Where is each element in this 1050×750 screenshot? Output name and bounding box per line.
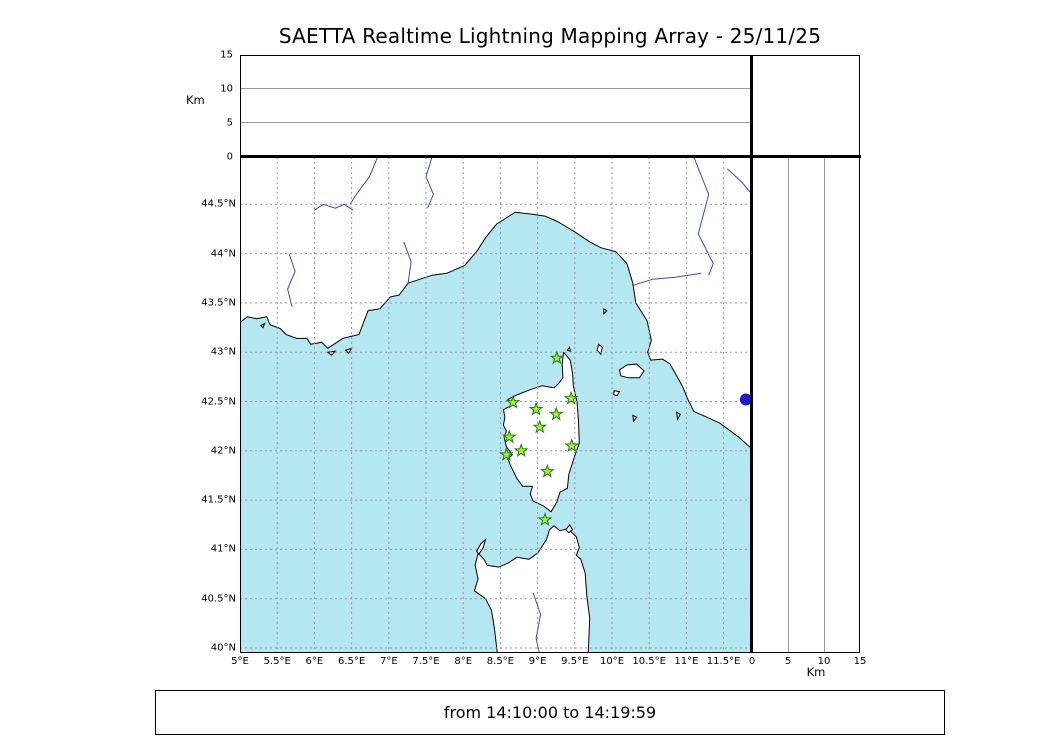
altitude-tick-label: 5	[784, 656, 792, 667]
lon-tick-label: 9°E	[528, 656, 547, 667]
island	[612, 390, 621, 397]
station-star-marker	[505, 394, 521, 409]
lon-tick-label: 10.5°E	[632, 656, 666, 667]
panel-separator-vertical	[750, 55, 753, 653]
river	[726, 168, 751, 193]
landmass-corsica	[502, 351, 580, 513]
station-star-marker	[539, 463, 555, 478]
lon-tick-label: 11°E	[674, 656, 699, 667]
river	[403, 241, 412, 284]
lon-tick-label: 7°E	[379, 656, 398, 667]
altitude-tick-label: 10	[817, 656, 831, 667]
lon-tick-label: 7.5°E	[412, 656, 440, 667]
station-star-marker	[499, 447, 514, 461]
landmass-mainland	[240, 157, 752, 450]
station-star-marker	[532, 419, 548, 434]
island	[603, 307, 608, 315]
island	[632, 414, 638, 423]
river	[693, 157, 714, 276]
page-title: SAETTA Realtime Lightning Mapping Array …	[278, 24, 822, 48]
lon-tick-label: 10°E	[599, 656, 625, 667]
station-star-marker	[537, 512, 553, 527]
lat-tick-label: 40.5°N	[201, 593, 236, 605]
island	[344, 347, 353, 355]
lat-tick-label: 44.5°N	[201, 198, 236, 210]
lon-tick-label: 5°E	[231, 656, 249, 667]
lat-tick-label: 42°N	[210, 445, 236, 457]
station-star-marker	[549, 350, 565, 365]
altitude-axis-label-top: Km	[186, 93, 205, 107]
lat-tick-label: 43.5°N	[201, 297, 236, 309]
panel-separator-horizontal	[240, 155, 861, 158]
lon-tick-label: 6.5°E	[337, 656, 366, 667]
island	[676, 411, 682, 421]
altitude-tick-label: 0	[226, 151, 233, 163]
river	[425, 157, 434, 209]
lon-tick-label: 5.5°E	[263, 656, 291, 667]
island	[476, 537, 487, 556]
altitude-gridline	[241, 88, 751, 90]
time-range-text: from 14:10:00 to 14:19:59	[443, 703, 657, 722]
river	[349, 157, 379, 205]
river	[532, 592, 542, 653]
island	[618, 363, 645, 379]
altitude-gridline	[823, 158, 825, 652]
river	[314, 203, 354, 211]
altitude-gridline	[788, 158, 790, 652]
map-panel	[240, 157, 752, 653]
station-star-marker	[564, 438, 580, 453]
island	[566, 346, 571, 352]
lon-tick-label: 9.5°E	[561, 656, 589, 667]
lat-tick-label: 41°N	[210, 543, 236, 555]
island	[259, 322, 266, 329]
altitude-histogram-panel	[752, 55, 860, 157]
lon-tick-label: 11.5°E	[706, 656, 741, 667]
lon-tick-label: 8°E	[454, 656, 473, 667]
altitude-tick-label: 0	[748, 656, 756, 667]
lon-tick-label: 6°E	[305, 656, 324, 667]
lat-tick-label: 40°N	[210, 642, 236, 654]
altitude-axis-label-right: Km	[806, 665, 826, 679]
river	[633, 272, 702, 286]
station-star-marker	[548, 406, 564, 421]
lat-tick-label: 43°N	[210, 346, 236, 358]
altitude-longitude-panel	[240, 55, 752, 157]
lon-tick-label: 8.5°E	[486, 656, 515, 667]
lat-tick-label: 42.5°N	[201, 396, 236, 407]
altitude-gridline	[241, 121, 751, 123]
altitude-tick-label: 10	[220, 83, 233, 95]
altitude-tick-label: 15	[853, 656, 867, 667]
altitude-latitude-panel	[752, 157, 860, 653]
station-star-marker	[513, 443, 529, 458]
altitude-tick-label: 15	[220, 49, 233, 61]
station-star-marker	[528, 401, 544, 416]
island	[565, 523, 574, 534]
station-star-marker	[501, 429, 517, 444]
river	[287, 253, 296, 307]
event-dot	[739, 393, 752, 406]
station-star-marker	[563, 390, 579, 405]
lat-tick-label: 41.5°N	[201, 494, 236, 506]
altitude-tick-label: 5	[226, 117, 233, 129]
time-range-box: from 14:10:00 to 14:19:59	[155, 690, 945, 735]
lat-tick-label: 44°N	[210, 248, 236, 260]
